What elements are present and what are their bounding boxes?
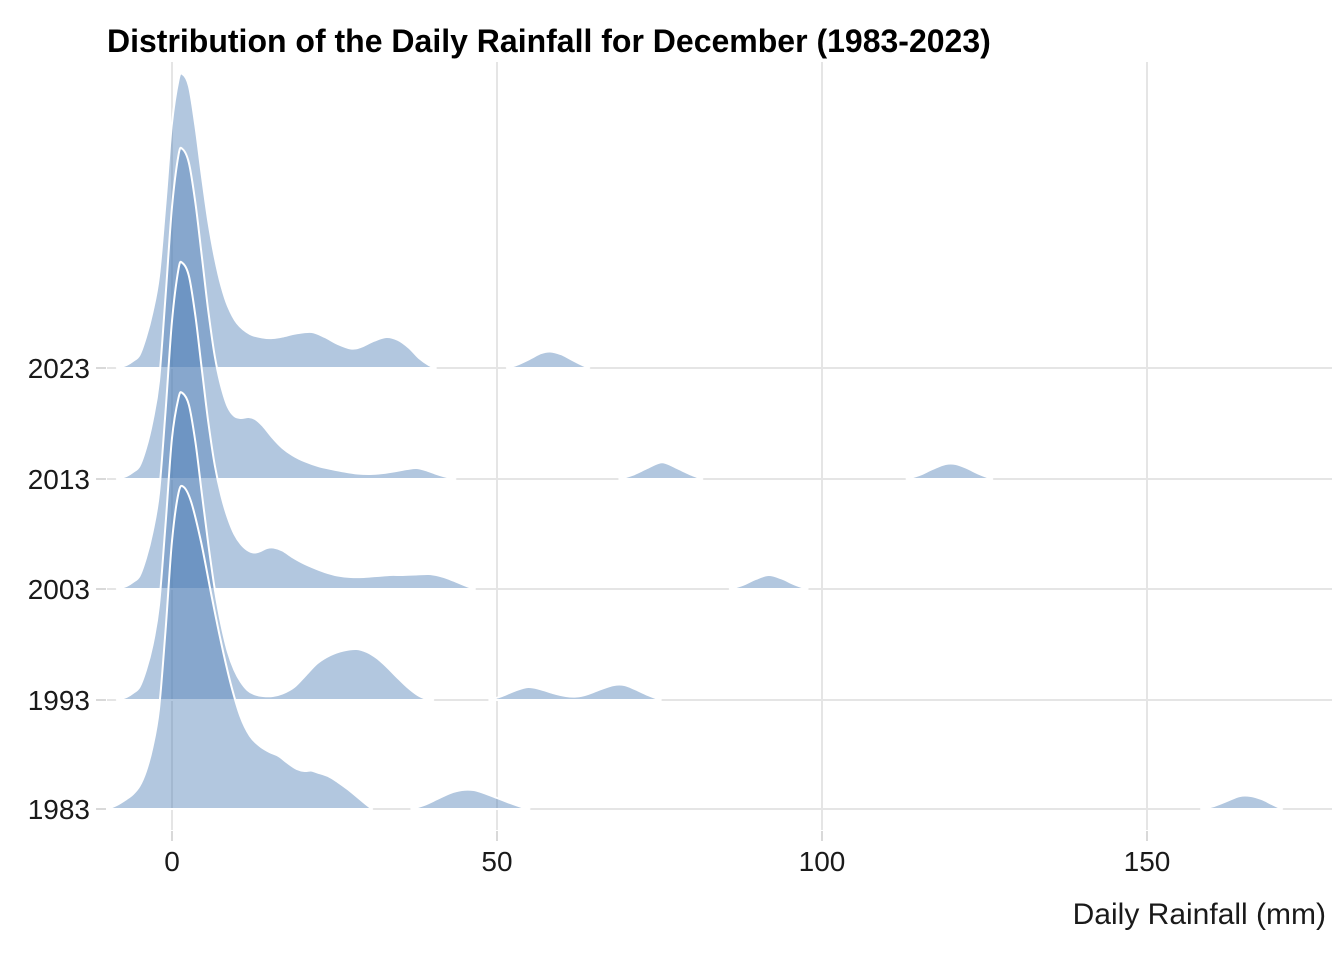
y-tick-label-2023: 2023 <box>28 353 90 384</box>
y-tick-label-2003: 2003 <box>28 574 90 605</box>
chart-title: Distribution of the Daily Rainfall for D… <box>107 23 991 59</box>
x-tick-label: 150 <box>1124 846 1171 877</box>
density-ridge-2003 <box>115 260 809 590</box>
density-ridge-1983 <box>106 484 1284 810</box>
density-ridge-2013 <box>115 146 994 480</box>
grid-lines <box>107 62 1332 830</box>
y-tick-label-2013: 2013 <box>28 464 90 495</box>
density-ridge-1993 <box>115 391 662 701</box>
x-tick-label: 0 <box>164 846 180 877</box>
y-tick-label-1993: 1993 <box>28 685 90 716</box>
x-axis-title: Daily Rainfall (mm) <box>1073 898 1326 931</box>
x-tick-label: 100 <box>799 846 846 877</box>
density-ridge-2023 <box>115 72 591 369</box>
x-tick-label: 50 <box>481 846 512 877</box>
axis-ticks-and-labels: 0 50 100 150 2023 2013 2003 1993 1983 <box>28 353 1171 877</box>
density-ridges <box>106 72 1284 810</box>
y-tick-label-1983: 1983 <box>28 794 90 825</box>
